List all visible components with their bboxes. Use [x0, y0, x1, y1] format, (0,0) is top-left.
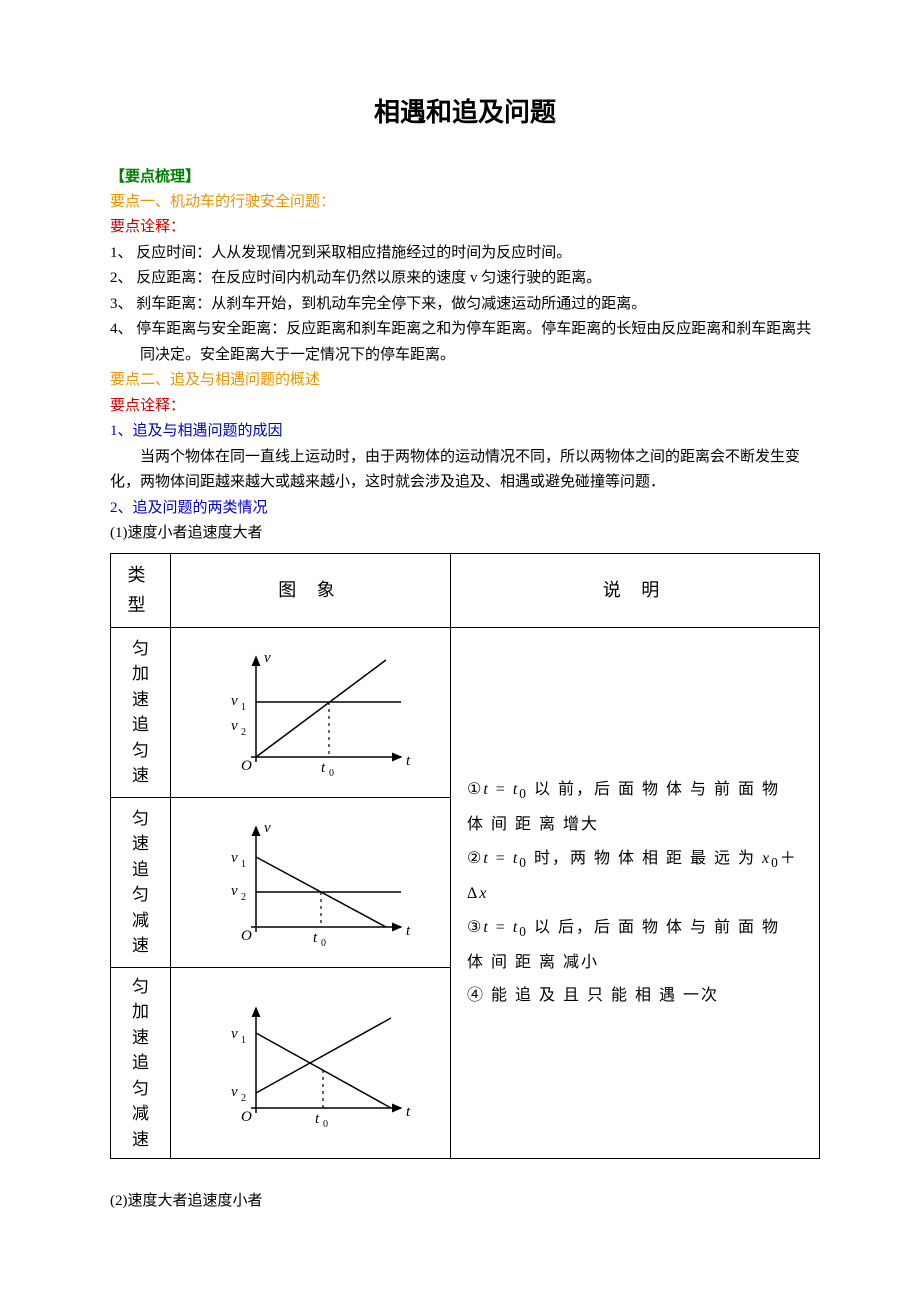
svg-text:v: v: [264, 820, 271, 836]
table-row: 匀加速追匀速 t v O v 1 v 2: [111, 627, 820, 797]
svg-text:2: 2: [241, 1093, 246, 1104]
section-header: 【要点梳理】: [110, 164, 820, 190]
th-graph: 图 象: [171, 553, 451, 627]
svg-text:v: v: [231, 693, 238, 709]
type-cell-3: 匀加速追匀减速: [111, 967, 171, 1159]
sub2-title: 2、追及问题的两类情况: [110, 496, 820, 522]
th-desc: 说 明: [451, 553, 820, 627]
graph-cell-1: t v O v 1 v 2 t 0: [171, 627, 451, 797]
th-type: 类型: [111, 553, 171, 627]
point-2-title: 要点二、追及与相遇问题的概述: [110, 368, 820, 394]
svg-text:v: v: [264, 650, 271, 666]
type-label: 匀加速追匀速: [132, 636, 149, 789]
svg-text:O: O: [241, 758, 252, 774]
graph-3: t O v 1 v 2 t 0: [201, 993, 421, 1133]
type-cell-1: 匀加速追匀速: [111, 627, 171, 797]
type-label: 匀加速追匀减速: [132, 974, 149, 1153]
svg-text:v: v: [231, 850, 238, 866]
svg-text:0: 0: [329, 768, 334, 779]
case-1: (1)速度小者追速度大者: [110, 521, 820, 547]
graph-1: t v O v 1 v 2 t 0: [201, 642, 421, 782]
svg-text:2: 2: [241, 892, 246, 903]
explain-label: 要点诠释：: [110, 215, 820, 241]
svg-text:O: O: [241, 928, 252, 944]
svg-text:t: t: [406, 753, 411, 769]
svg-text:0: 0: [321, 938, 326, 949]
table-header-row: 类型 图 象 说 明: [111, 553, 820, 627]
svg-text:1: 1: [241, 1035, 246, 1046]
type-label: 匀速追匀减速: [132, 806, 149, 959]
svg-text:2: 2: [241, 727, 246, 738]
svg-text:1: 1: [241, 859, 246, 870]
svg-text:O: O: [241, 1109, 252, 1125]
svg-text:v: v: [231, 718, 238, 734]
item-2: 2、 反应距离：在反应时间内机动车仍然以原来的速度 v 匀速行驶的距离。: [110, 266, 820, 292]
type-cell-2: 匀速追匀减速: [111, 797, 171, 967]
explain-label-2: 要点诠释：: [110, 394, 820, 420]
svg-text:0: 0: [323, 1119, 328, 1130]
sub1-body: 当两个物体在同一直线上运动时，由于两物体的运动情况不同，所以两物体之间的距离会不…: [110, 445, 820, 496]
item-1: 1、 反应时间：人从发现情况到采取相应措施经过的时间为反应时间。: [110, 241, 820, 267]
svg-text:v: v: [231, 883, 238, 899]
case-2: (2)速度大者追速度小者: [110, 1189, 820, 1215]
graph-2: t v O v 1 v 2 t 0: [201, 812, 421, 952]
svg-text:1: 1: [241, 702, 246, 713]
svg-text:v: v: [231, 1084, 238, 1100]
svg-text:t: t: [313, 930, 318, 946]
svg-text:t: t: [406, 923, 411, 939]
graph-cell-2: t v O v 1 v 2 t 0: [171, 797, 451, 967]
sub1-title: 1、追及与相遇问题的成因: [110, 419, 820, 445]
item-4: 4、 停车距离与安全距离：反应距离和刹车距离之和为停车距离。停车距离的长短由反应…: [110, 317, 820, 368]
chart-table: 类型 图 象 说 明 匀加速追匀速 t v O: [110, 553, 820, 1160]
svg-text:t: t: [321, 760, 326, 776]
point-1-title: 要点一、机动车的行驶安全问题：: [110, 190, 820, 216]
svg-text:t: t: [315, 1111, 320, 1127]
svg-text:t: t: [406, 1104, 411, 1120]
svg-text:v: v: [231, 1026, 238, 1042]
item-3: 3、 刹车距离：从刹车开始，到机动车完全停下来，做匀减速运动所通过的距离。: [110, 292, 820, 318]
graph-cell-3: t O v 1 v 2 t 0: [171, 967, 451, 1159]
page-title: 相遇和追及问题: [110, 90, 820, 134]
desc-cell: ①t = t0 以 前，后 面 物 体 与 前 面 物 体 间 距 离 增大②t…: [451, 627, 820, 1159]
